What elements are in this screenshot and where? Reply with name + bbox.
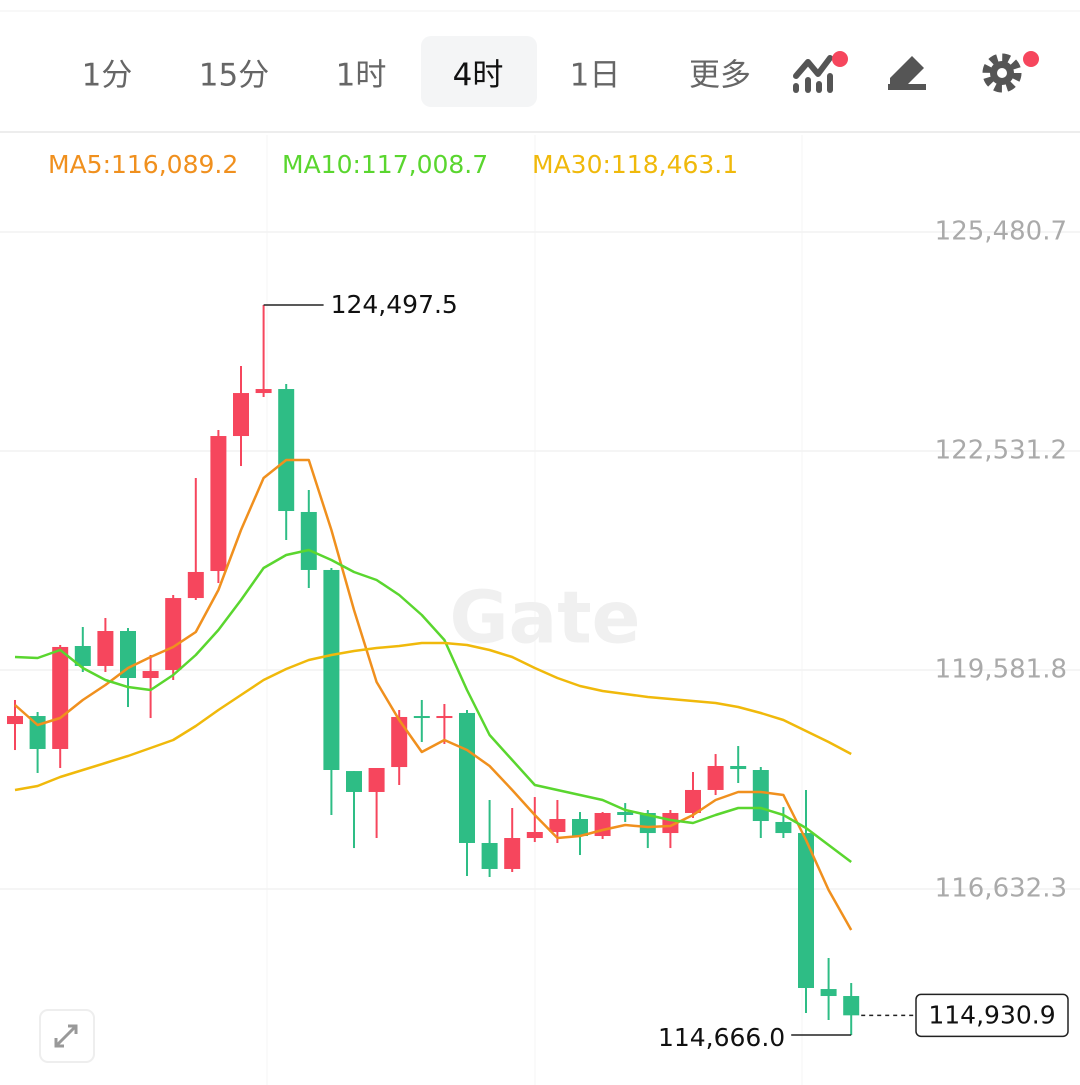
candle-body bbox=[255, 389, 272, 394]
candle-body bbox=[278, 389, 295, 512]
indicator-icon-line bbox=[793, 55, 833, 79]
candle-body bbox=[7, 716, 23, 725]
watermark: Gate bbox=[450, 576, 641, 660]
pen-shape bbox=[890, 56, 924, 90]
min-marker-label: 114,666.0 bbox=[658, 1023, 785, 1052]
ma-line bbox=[14, 458, 853, 931]
legend-entry: MA5:116,089.2 bbox=[48, 150, 238, 179]
draw-icon[interactable] bbox=[888, 56, 926, 90]
candle-body bbox=[142, 671, 159, 679]
y-tick-label: 119,581.8 bbox=[935, 655, 1067, 685]
gear-teeth bbox=[982, 53, 1022, 93]
last-price-label: 114,930.9 bbox=[928, 1000, 1055, 1029]
plot: Gate 125,480.7 122,531.2 119,581.8 116,632.3… bbox=[0, 150, 1080, 1052]
notice-dot bbox=[832, 51, 848, 67]
pen-base bbox=[888, 84, 926, 90]
tab-label[interactable]: 1分 bbox=[82, 58, 133, 94]
tab-label[interactable]: 更多 bbox=[689, 58, 751, 94]
candle-body bbox=[572, 819, 588, 837]
candle-body bbox=[323, 569, 340, 771]
notice-dot bbox=[1023, 51, 1039, 67]
legend-entry: MA30:118,463.1 bbox=[532, 150, 738, 179]
candle-body bbox=[707, 765, 724, 790]
expand-arrows bbox=[54, 1024, 78, 1048]
candle-body bbox=[481, 842, 498, 869]
candle-body bbox=[413, 716, 430, 719]
tab-label[interactable]: 1时 bbox=[336, 58, 387, 94]
candle-body bbox=[730, 765, 747, 770]
candle-body bbox=[368, 767, 385, 792]
y-tick-label: 122,531.2 bbox=[935, 436, 1067, 466]
candle-body bbox=[526, 832, 543, 839]
candle-body bbox=[775, 821, 792, 834]
candle-body bbox=[52, 646, 69, 749]
settings-icon[interactable] bbox=[982, 53, 1022, 93]
y-tick-label: 116,632.3 bbox=[935, 874, 1067, 904]
candle-body bbox=[300, 511, 317, 570]
last-price-box bbox=[915, 993, 1069, 1038]
legend-entry: MA10:117,008.7 bbox=[282, 150, 488, 179]
y-tick-label: 125,480.7 bbox=[935, 217, 1067, 247]
indicator-icon[interactable] bbox=[793, 55, 833, 93]
candle-body bbox=[165, 598, 182, 670]
candle-body bbox=[752, 770, 769, 822]
candle-body bbox=[820, 989, 837, 997]
candle-body bbox=[843, 996, 860, 1016]
candle-body bbox=[617, 812, 634, 815]
tab-label[interactable]: 1日 bbox=[570, 58, 621, 94]
candle-body bbox=[685, 789, 701, 813]
candle-body bbox=[97, 631, 114, 666]
tabs: 1分 15分 1时 4时 1日 更多 bbox=[82, 58, 751, 94]
gear-hole bbox=[997, 68, 1007, 78]
active-tab-bg bbox=[421, 36, 537, 107]
tab-label[interactable]: 15分 bbox=[199, 58, 269, 94]
candle-body bbox=[187, 571, 204, 599]
candle-body bbox=[233, 393, 249, 437]
candle-body bbox=[391, 716, 408, 768]
candle-body bbox=[549, 819, 566, 833]
ma-line bbox=[14, 548, 852, 863]
candle-body bbox=[459, 712, 475, 843]
ma-line bbox=[14, 641, 852, 792]
max-marker-label: 124,497.5 bbox=[331, 290, 458, 319]
expand-button[interactable] bbox=[39, 1009, 95, 1063]
candle-body bbox=[210, 436, 227, 572]
candle-body bbox=[504, 838, 521, 869]
candle-body bbox=[74, 646, 91, 666]
candle-body bbox=[346, 771, 362, 792]
tab-label[interactable]: 4时 bbox=[453, 58, 504, 94]
candle-body bbox=[436, 716, 453, 719]
candle-body bbox=[798, 833, 814, 988]
